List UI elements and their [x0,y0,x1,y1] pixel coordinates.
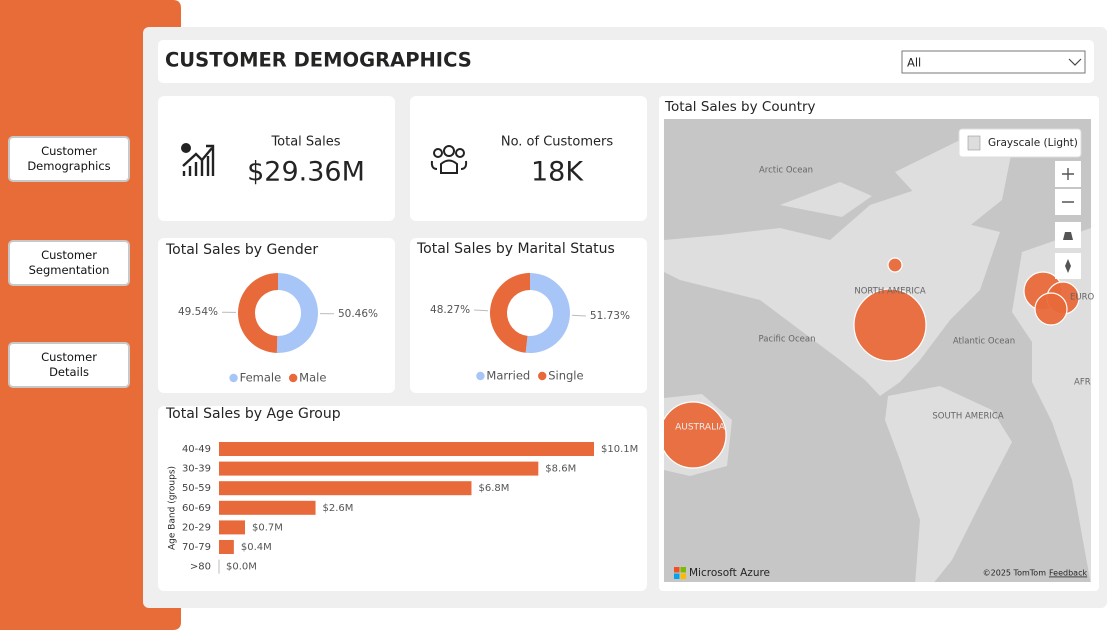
nav-button[interactable]: Customer Details [8,342,130,388]
legend-swatch [229,373,238,383]
data-label: $0.0M [226,562,257,573]
dropdown-chevron [1068,58,1082,66]
axis-title: Age Band (groups) [168,466,178,550]
donut-slice [276,273,318,353]
map[interactable] [660,119,1091,585]
category-label: >80 [190,562,211,573]
kpi-card [410,96,647,221]
customers-icon [430,145,468,174]
chart-title: Total Sales by Age Group [165,406,341,422]
map-label: EURO [1070,293,1094,303]
nav-button[interactable]: Customer Demographics [8,136,130,182]
map-controls [1055,161,1081,279]
bar [219,442,594,456]
chart-title: Total Sales by Marital Status [416,241,615,257]
category-label: 40-49 [182,444,211,455]
data-label: $10.1M [601,444,638,455]
map-feedback[interactable]: Feedback [1049,569,1087,578]
chart-card [158,238,395,393]
kpi-label: No. of Customers [501,135,614,150]
page-title: CUSTOMER DEMOGRAPHICS [165,49,472,72]
data-label: 50.46% [338,308,378,320]
map-label: AFR [1074,378,1091,388]
data-label: 51.73% [590,310,630,322]
map-label: AUSTRALIA [675,423,726,433]
legend-label: Male [299,371,326,385]
map-label: SOUTH AMERICA [932,412,1003,422]
data-label: $2.6M [323,503,354,514]
category-label: 50-59 [182,483,211,494]
legend-label: Female [240,371,282,385]
ms-logo [674,567,686,579]
kpi-card [158,96,395,221]
category-label: 20-29 [182,522,211,533]
chart-card [410,238,647,393]
donut-slice [489,273,530,353]
filter-dropdown[interactable] [901,50,1086,74]
map-label: Atlantic Ocean [953,337,1015,347]
map-label: Arctic Ocean [759,166,813,176]
bar [219,520,245,535]
category-label: 60-69 [182,503,211,514]
header-card [158,40,1094,83]
donut-slice [525,273,570,353]
bar [219,481,472,496]
legend-swatch [538,371,547,381]
data-label: $8.6M [545,464,576,475]
map-title: Total Sales by Country [664,99,816,115]
data-label: $0.7M [252,522,283,533]
filter-value: All [907,56,921,70]
leader-line [474,309,489,312]
legend-label: Married [486,369,530,383]
map-copyright: ©2025 TomTom [983,569,1047,578]
leader-line [571,314,586,317]
style-icon [967,135,981,151]
bar [219,540,234,554]
category-label: 30-39 [182,464,211,475]
nav-button[interactable]: Customer Segmentation [8,240,130,286]
map-style-label: Grayscale (Light) [988,137,1078,149]
kpi-label: Total Sales [270,135,340,150]
data-label: 49.54% [178,306,218,318]
legend-label: Single [548,369,583,383]
map-label: Pacific Ocean [759,335,816,345]
bar [219,461,539,476]
data-label: 48.27% [430,304,470,316]
category-label: 70-79 [182,542,211,553]
legend-swatch [476,371,485,381]
map-label: NORTH AMERICA [854,287,925,297]
chart-title: Total Sales by Gender [165,242,318,258]
map-style-button[interactable] [958,128,1082,158]
legend-swatch [288,373,298,383]
country-bubbles [664,257,1080,469]
data-label: $6.8M [478,483,509,494]
sales-icon [181,143,215,176]
legend: Female Male [229,371,326,385]
kpi-value: $29.36M [247,157,365,188]
kpi-value: 18K [531,157,584,188]
donut-slice [237,272,278,353]
map-brand: Microsoft Azure [689,567,770,579]
data-label: $0.4M [241,542,272,553]
legend: Married Single [476,369,584,383]
bar [219,500,316,515]
